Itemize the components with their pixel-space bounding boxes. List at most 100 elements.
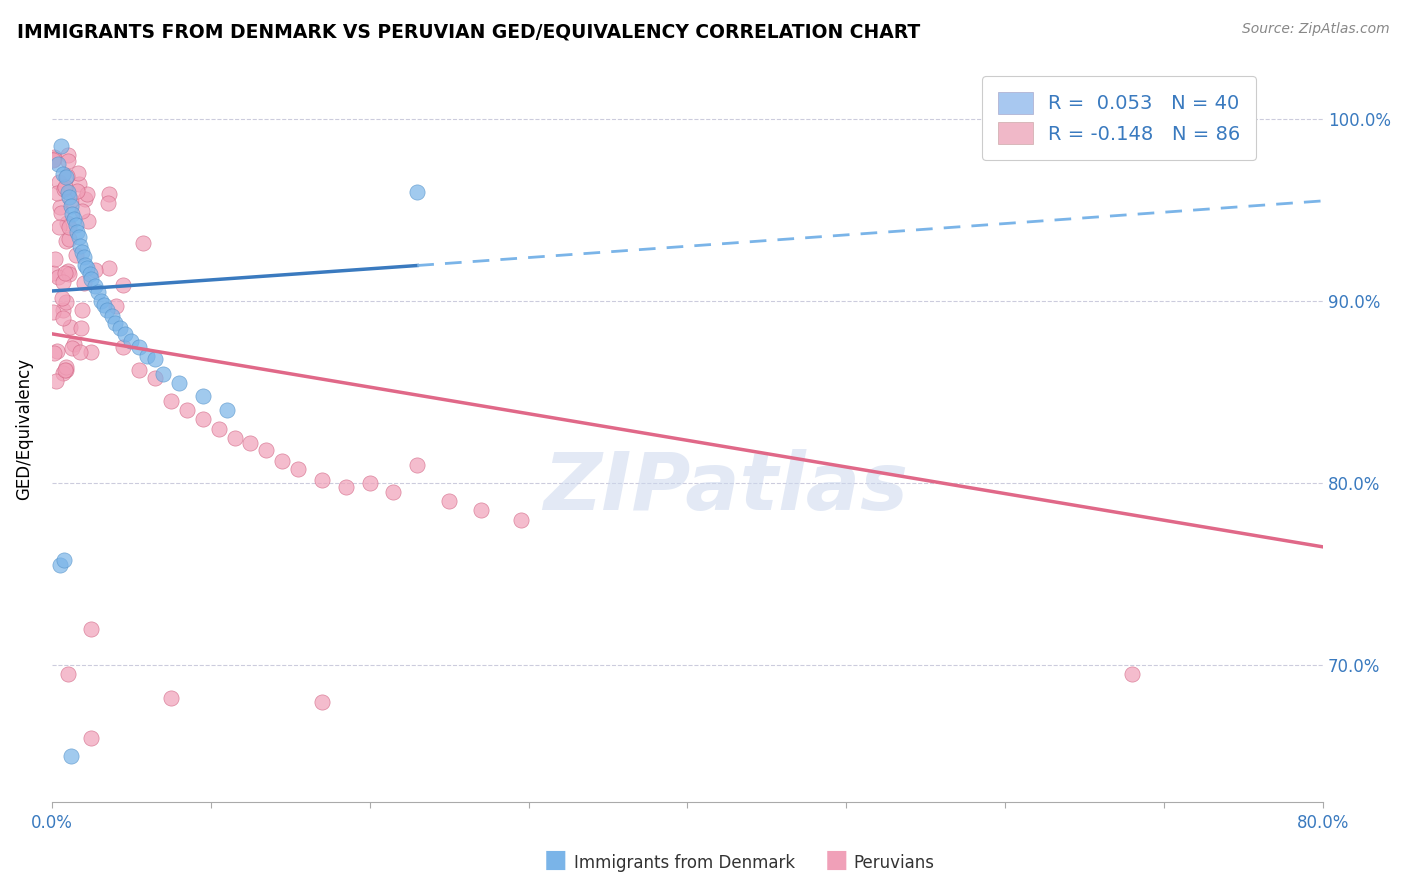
Point (52, 275, 75, 289)
Point (98, 260, 121, 275)
Point (97, 195, 120, 210)
Text: Immigrants from Denmark: Immigrants from Denmark (574, 855, 794, 872)
Point (311, 695, 333, 709)
Point (58, 267, 80, 281)
Point (53, 363, 76, 377)
Point (58, 147, 80, 161)
Point (101, 309, 124, 323)
Point (45, 374, 67, 388)
Text: IMMIGRANTS FROM DENMARK VS PERUVIAN GED/EQUIVALENCY CORRELATION CHART: IMMIGRANTS FROM DENMARK VS PERUVIAN GED/… (17, 22, 920, 41)
Point (104, 316, 127, 330)
Point (42, 345, 65, 359)
Point (136, 349, 159, 363)
Point (58, 190, 80, 204)
Point (254, 443, 277, 458)
Point (66, 184, 89, 198)
Point (59, 320, 82, 334)
Point (65, 248, 87, 262)
Point (69, 344, 91, 359)
Point (176, 403, 198, 417)
Point (52, 310, 75, 325)
Point (44, 252, 66, 267)
Point (143, 370, 166, 384)
Point (55, 170, 77, 185)
Point (53, 179, 76, 194)
Point (207, 421, 229, 435)
Point (73, 192, 96, 206)
Point (108, 321, 131, 335)
Point (49, 206, 72, 220)
Point (55, 234, 77, 248)
Point (56, 667, 79, 681)
Point (76, 214, 98, 228)
Point (48, 219, 70, 234)
Point (191, 389, 214, 403)
Point (224, 431, 246, 445)
Point (51, 292, 73, 306)
Point (97, 187, 120, 202)
Point (160, 691, 183, 706)
Point (58, 264, 80, 278)
Point (46, 343, 69, 358)
Point (56, 153, 79, 168)
Point (406, 185, 429, 199)
Point (48, 175, 70, 189)
Point (79, 267, 101, 281)
Point (52, 167, 75, 181)
Point (65, 218, 87, 232)
Point (60, 341, 83, 355)
Point (42, 305, 65, 319)
Point (79, 345, 101, 359)
Point (114, 326, 136, 341)
Point (51, 139, 73, 153)
Point (72, 302, 94, 317)
Point (52, 367, 75, 381)
Point (42, 150, 65, 164)
Point (58, 232, 80, 246)
Point (49, 200, 72, 214)
Point (76, 261, 98, 276)
Text: Source: ZipAtlas.com: Source: ZipAtlas.com (1241, 22, 1389, 37)
Point (93, 298, 115, 312)
Point (120, 334, 142, 348)
Point (42, 153, 65, 167)
Point (84, 263, 107, 277)
Point (287, 461, 309, 475)
Point (42, 266, 65, 280)
Point (55, 216, 77, 230)
Point (48, 558, 70, 573)
Point (69, 239, 91, 253)
Point (46, 157, 69, 171)
Point (67, 230, 90, 244)
Point (72, 250, 94, 264)
Point (128, 363, 150, 377)
Point (67, 166, 90, 180)
Point (73, 277, 96, 291)
Legend: R =  0.053   N = 40, R = -0.148   N = 86: R = 0.053 N = 40, R = -0.148 N = 86 (983, 76, 1256, 160)
Point (53, 552, 76, 566)
Point (55, 359, 77, 374)
Point (132, 235, 155, 250)
Point (335, 480, 357, 494)
Point (58, 219, 80, 234)
Point (52, 302, 75, 317)
Y-axis label: GED/Equivalency: GED/Equivalency (15, 358, 32, 500)
Point (62, 336, 84, 351)
Point (87, 285, 110, 299)
Point (509, 512, 531, 526)
Point (143, 352, 166, 367)
Point (160, 394, 183, 409)
Text: ■: ■ (825, 848, 848, 872)
Point (56, 169, 79, 183)
Text: ZIPatlas: ZIPatlas (543, 450, 908, 527)
Point (55, 294, 77, 309)
Point (59, 199, 82, 213)
Point (76, 187, 98, 202)
Point (112, 340, 135, 354)
Point (46, 269, 69, 284)
Point (66, 225, 89, 239)
Point (167, 376, 190, 390)
Point (70, 203, 93, 218)
Point (90, 293, 112, 308)
Point (53, 181, 76, 195)
